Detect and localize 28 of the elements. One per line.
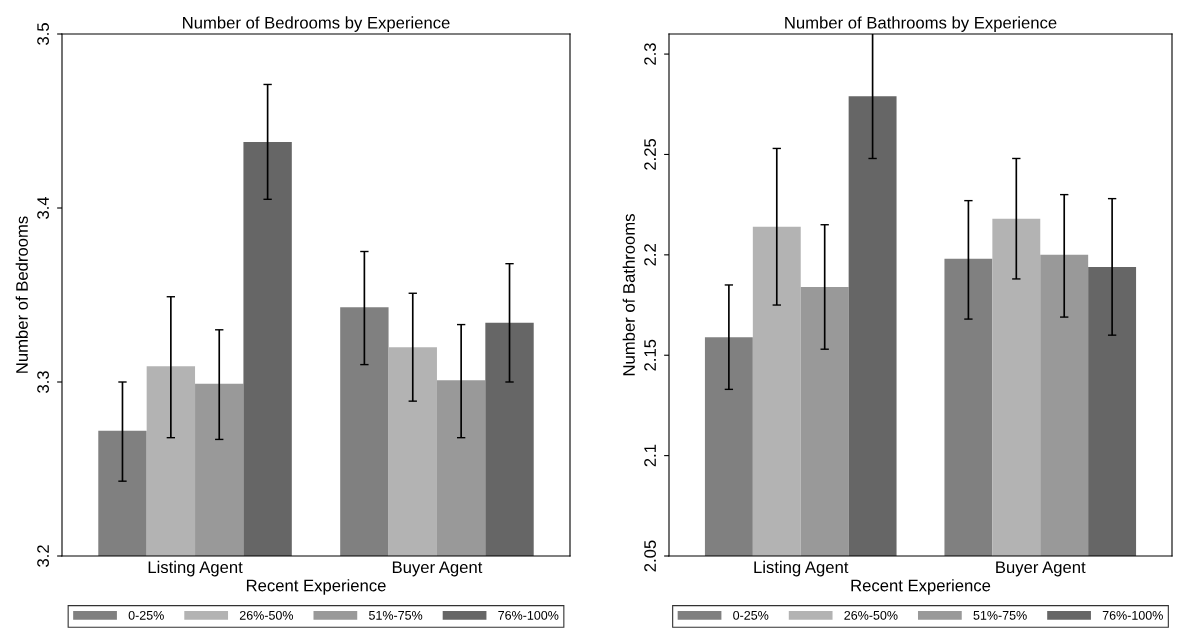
legend-label: 51%-75% — [973, 610, 1027, 620]
legend-label: 76%-100% — [498, 610, 559, 620]
x-tick-label: Listing Agent — [148, 560, 243, 577]
y-tick-label: 3.2 — [37, 545, 49, 567]
chart-title: Number of Bathrooms by Experience — [785, 16, 1057, 32]
y-tick-label: 2.1 — [644, 444, 656, 467]
legend-label: 0-25% — [128, 610, 164, 620]
x-tick-label: Listing Agent — [754, 560, 849, 577]
x-tick-label: Buyer Agent — [996, 561, 1086, 577]
y-tick-label: 3.4 — [37, 196, 49, 219]
y-axis-title: Number of Bathrooms — [622, 214, 635, 376]
y-tick-label: 2.05 — [644, 540, 656, 572]
legend-label: 26%-50% — [844, 610, 898, 620]
y-tick-label: 2.2 — [644, 244, 656, 266]
legend-label: 0-25% — [733, 610, 769, 620]
chart-title: Number of Bedrooms by Experience — [183, 16, 450, 32]
y-tick-label: 2.3 — [644, 43, 656, 65]
legend-label: 51%-75% — [368, 610, 423, 620]
x-axis-title: Recent Experience — [851, 579, 991, 595]
y-tick-label: 3.3 — [37, 371, 49, 393]
y-tick-label: 3.5 — [37, 23, 49, 45]
legend-label: 26%-50% — [239, 610, 294, 620]
x-axis-title: Recent Experience — [246, 579, 386, 595]
y-tick-label: 2.25 — [644, 138, 656, 170]
y-axis-title: Number of Bedrooms — [15, 216, 28, 373]
y-tick-label: 2.15 — [644, 339, 656, 371]
x-tick-label: Buyer Agent — [392, 561, 483, 577]
legend-label: 76%-100% — [1102, 610, 1163, 620]
